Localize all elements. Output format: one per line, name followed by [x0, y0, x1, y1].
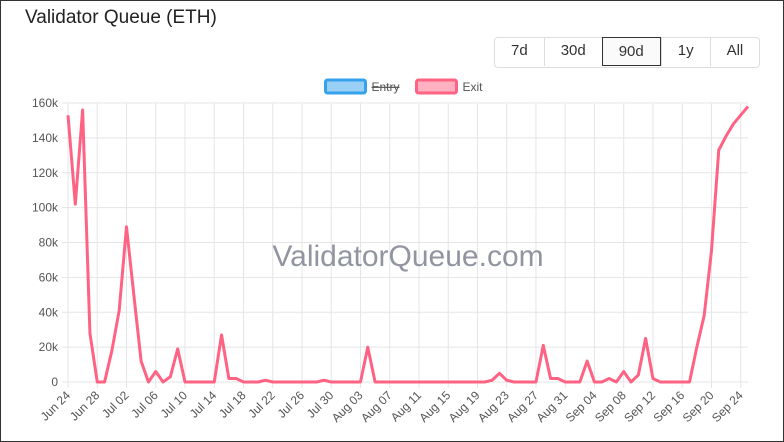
x-tick-label: Sep 08	[592, 388, 629, 425]
x-tick-label: Aug 03	[329, 388, 366, 425]
x-tick-label: Aug 07	[358, 388, 395, 425]
range-button[interactable]: All	[709, 37, 760, 66]
y-tick-label: 80k	[39, 236, 59, 250]
x-tick-label: Jun 24	[38, 388, 74, 424]
y-tick-label: 160k	[32, 96, 59, 110]
range-button[interactable]: 90d	[601, 37, 661, 66]
x-tick-label: Aug 19	[446, 388, 483, 425]
y-tick-label: 120k	[32, 166, 59, 180]
range-selector: 7d 30d 90d 1y All	[494, 37, 761, 68]
x-tick-label: Jul 22	[245, 388, 278, 421]
x-tick-label: Aug 15	[417, 388, 454, 425]
x-tick-label: Aug 23	[475, 388, 512, 425]
x-tick-label: Jul 02	[99, 388, 132, 421]
y-tick-label: 60k	[39, 270, 59, 284]
legend-item[interactable]: Exit	[415, 78, 484, 95]
range-button[interactable]: 7d	[511, 42, 528, 59]
x-tick-label: Sep 16	[651, 388, 688, 425]
data-line	[66, 105, 750, 384]
legend-swatch	[324, 78, 367, 95]
x-tick-label: Jun 28	[67, 388, 103, 424]
range-button[interactable]: 30d	[543, 37, 602, 66]
legend-item[interactable]: Entry	[324, 78, 400, 95]
legend-swatch	[415, 78, 458, 95]
y-tick-label: 100k	[32, 201, 59, 215]
y-tick-label: 20k	[39, 340, 59, 354]
y-tick-label: 0	[51, 375, 58, 389]
x-tick-label: Aug 11	[388, 388, 424, 424]
y-tick-label: 140k	[32, 131, 59, 145]
legend-label: Entry	[372, 80, 400, 94]
x-tick-label: Jul 10	[158, 388, 191, 421]
page-title: Validator Queue (ETH)	[25, 7, 217, 28]
range-button[interactable]: 1y	[660, 37, 710, 66]
watermark: ValidatorQueue.com	[272, 240, 543, 273]
x-tick-label: Sep 24	[709, 388, 746, 425]
x-tick-label: Sep 04	[563, 388, 600, 425]
legend-label: Exit	[463, 80, 484, 94]
x-tick-label: Aug 27	[504, 388, 541, 425]
x-tick-label: Jul 06	[128, 388, 161, 421]
y-tick-label: 40k	[39, 305, 59, 319]
x-tick-label: Jul 18	[216, 388, 249, 421]
x-tick-label: Aug 31	[534, 388, 571, 425]
x-tick-label: Sep 20	[680, 388, 717, 425]
x-tick-label: Jul 14	[187, 388, 220, 421]
x-tick-label: Sep 12	[621, 388, 658, 425]
x-tick-label: Jul 26	[275, 388, 308, 421]
